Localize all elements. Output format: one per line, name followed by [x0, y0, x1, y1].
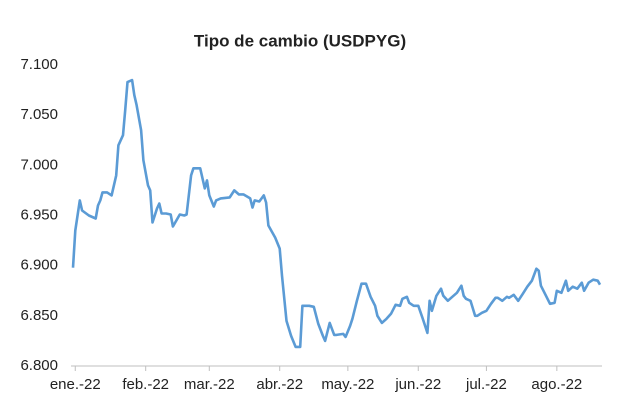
x-tick-label: may.-22 [321, 376, 374, 393]
y-tick-label: 7.100 [20, 56, 58, 73]
y-tick-label: 7.050 [20, 106, 58, 123]
y-tick-label: 6.800 [20, 357, 58, 374]
y-tick-label: 6.950 [20, 206, 58, 223]
x-tick-label: feb.-22 [122, 376, 169, 393]
x-tick-label: mar.-22 [184, 376, 235, 393]
y-tick-label: 6.850 [20, 307, 58, 324]
x-tick-label: jul.-22 [465, 376, 507, 393]
y-tick-label: 7.000 [20, 156, 58, 173]
x-tick-label: ago.-22 [531, 376, 582, 393]
line-series [71, 78, 602, 349]
y-tick-label: 6.900 [20, 257, 58, 274]
x-tick-label: abr.-22 [256, 376, 303, 393]
chart-title: Tipo de cambio (USDPYG) [194, 31, 406, 50]
x-tick-label: jun.-22 [394, 376, 441, 393]
x-tick-label: ene.-22 [50, 376, 101, 393]
